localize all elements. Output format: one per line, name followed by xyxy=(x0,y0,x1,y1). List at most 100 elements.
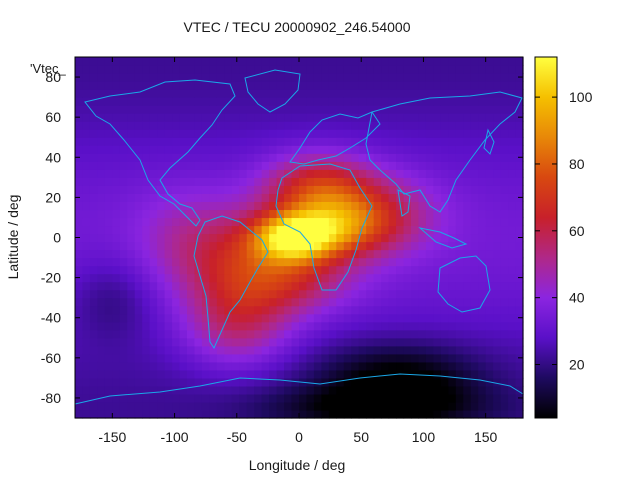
heatmap-cell xyxy=(246,353,255,363)
heatmap-cell xyxy=(119,201,128,211)
heatmap-cell xyxy=(246,113,255,122)
heatmap-cell xyxy=(134,153,143,162)
heatmap-cell xyxy=(82,185,91,194)
heatmap-cell xyxy=(455,121,464,130)
heatmap-cell xyxy=(276,401,285,411)
heatmap-cell xyxy=(209,129,218,138)
heatmap-cell xyxy=(343,73,352,82)
heatmap-cell xyxy=(403,129,412,138)
heatmap-cell xyxy=(351,185,360,194)
heatmap-cell xyxy=(187,297,196,307)
heatmap-cell xyxy=(239,377,248,387)
x-tick-label: 0 xyxy=(295,429,303,445)
heatmap-cell xyxy=(224,257,233,267)
heatmap-cell xyxy=(411,161,420,170)
heatmap-cell xyxy=(201,177,210,186)
heatmap-cell xyxy=(403,289,412,299)
heatmap-cell xyxy=(246,409,255,419)
heatmap-cell xyxy=(313,289,322,299)
heatmap-cell xyxy=(388,217,397,227)
heatmap-cell xyxy=(261,225,270,235)
heatmap-cell xyxy=(261,137,270,146)
heatmap-cell xyxy=(373,337,382,347)
heatmap-cell xyxy=(306,409,315,419)
heatmap-cell xyxy=(493,361,502,371)
heatmap-cell xyxy=(508,305,517,315)
heatmap-cell xyxy=(336,153,345,162)
heatmap-cell xyxy=(231,201,240,211)
heatmap-cell xyxy=(343,185,352,194)
heatmap-cell xyxy=(463,249,472,259)
heatmap-cell xyxy=(388,89,397,98)
heatmap-cell xyxy=(351,233,360,243)
heatmap-cell xyxy=(112,321,121,331)
heatmap-cell xyxy=(187,137,196,146)
heatmap-cell xyxy=(276,409,285,419)
heatmap-cell xyxy=(246,313,255,323)
heatmap-cell xyxy=(246,361,255,371)
heatmap-cell xyxy=(239,73,248,82)
heatmap-cell xyxy=(201,249,210,259)
heatmap-cell xyxy=(396,129,405,138)
heatmap-cell xyxy=(201,409,210,419)
heatmap-cell xyxy=(388,113,397,122)
heatmap-cell xyxy=(508,73,517,82)
heatmap-cell xyxy=(351,265,360,275)
heatmap-cell xyxy=(201,353,210,363)
heatmap-cell xyxy=(149,137,158,146)
heatmap-cell xyxy=(485,81,494,90)
heatmap-cell xyxy=(254,153,263,162)
heatmap-cell xyxy=(127,321,136,331)
heatmap-cell xyxy=(104,185,113,194)
heatmap-cell xyxy=(396,241,405,251)
heatmap-cell xyxy=(134,161,143,170)
heatmap-cell xyxy=(508,265,517,275)
heatmap-cell xyxy=(418,113,427,122)
heatmap-cell xyxy=(149,153,158,162)
heatmap-cell xyxy=(515,161,524,170)
heatmap-cell xyxy=(254,329,263,339)
heatmap-cell xyxy=(485,185,494,194)
heatmap-cell xyxy=(366,393,375,403)
heatmap-cell xyxy=(216,177,225,186)
heatmap-cell xyxy=(164,121,173,130)
heatmap-cell xyxy=(508,401,517,411)
heatmap-cell xyxy=(351,217,360,227)
heatmap-cell xyxy=(351,313,360,323)
heatmap-cell xyxy=(261,369,270,379)
heatmap-cell xyxy=(381,217,390,227)
colorbar-tick-label: 20 xyxy=(569,357,585,373)
heatmap-cell xyxy=(403,65,412,74)
heatmap-cell xyxy=(351,393,360,403)
heatmap-cell xyxy=(373,297,382,307)
heatmap-cell xyxy=(284,393,293,403)
heatmap-cell xyxy=(127,385,136,395)
heatmap-cell xyxy=(321,233,330,243)
heatmap-cell xyxy=(478,313,487,323)
heatmap-cell xyxy=(328,409,337,419)
heatmap-cell xyxy=(82,121,91,130)
heatmap-cell xyxy=(396,217,405,227)
heatmap-cell xyxy=(403,257,412,267)
heatmap-cell xyxy=(187,161,196,170)
heatmap-cell xyxy=(127,225,136,235)
heatmap-cell xyxy=(381,233,390,243)
heatmap-cell xyxy=(89,337,98,347)
heatmap-cell xyxy=(119,137,128,146)
heatmap-cell xyxy=(403,273,412,283)
heatmap-cell xyxy=(149,177,158,186)
heatmap-cell xyxy=(373,65,382,74)
heatmap-cell xyxy=(313,153,322,162)
heatmap-cell xyxy=(276,265,285,275)
heatmap-cell xyxy=(172,361,181,371)
heatmap-cell xyxy=(448,377,457,387)
heatmap-cell xyxy=(89,313,98,323)
heatmap-cell xyxy=(89,105,98,114)
heatmap-cell xyxy=(425,129,434,138)
heatmap-cell xyxy=(142,185,151,194)
heatmap-cell xyxy=(239,121,248,130)
heatmap-cell xyxy=(433,193,442,202)
heatmap-cell xyxy=(82,73,91,82)
heatmap-cell xyxy=(448,313,457,323)
heatmap-cell xyxy=(261,249,270,259)
